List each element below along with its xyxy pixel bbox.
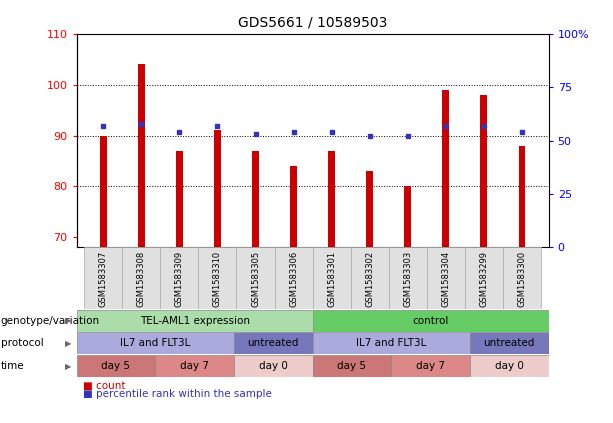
Bar [427,247,465,309]
Text: control: control [413,316,449,326]
Bar [77,310,313,332]
Bar [77,332,234,354]
Bar [481,95,487,247]
Bar [470,355,549,377]
Bar [328,151,335,247]
Text: GSM1583303: GSM1583303 [403,250,413,307]
Bar [100,135,107,247]
Bar [290,166,297,247]
Bar [161,247,199,309]
Text: GSM1583300: GSM1583300 [517,250,527,307]
Bar [234,332,313,354]
Text: TEL-AML1 expression: TEL-AML1 expression [140,316,249,326]
Bar [199,247,237,309]
Text: IL7 and FLT3L: IL7 and FLT3L [356,338,427,349]
Bar [351,247,389,309]
Bar [389,247,427,309]
Text: GSM1583310: GSM1583310 [213,250,222,307]
Text: day 7: day 7 [416,361,445,371]
Text: GSM1583304: GSM1583304 [441,250,451,307]
Bar [465,247,503,309]
Bar [313,310,549,332]
Bar [176,151,183,247]
Bar [519,146,525,247]
Bar [84,247,123,309]
Bar [405,187,411,247]
Title: GDS5661 / 10589503: GDS5661 / 10589503 [238,16,387,30]
Text: day 7: day 7 [180,361,209,371]
Bar [503,247,541,309]
Text: ■ percentile rank within the sample: ■ percentile rank within the sample [83,389,272,399]
Text: time: time [1,361,25,371]
Bar [123,247,161,309]
Bar [138,64,145,247]
Text: day 0: day 0 [259,361,287,371]
Text: GSM1583307: GSM1583307 [99,250,108,307]
Bar [275,247,313,309]
Bar [313,355,391,377]
Text: ■ count: ■ count [83,381,125,391]
Text: protocol: protocol [1,338,44,349]
Text: GSM1583301: GSM1583301 [327,250,336,307]
Text: day 5: day 5 [338,361,367,371]
Text: GSM1583309: GSM1583309 [175,250,184,307]
Bar [470,332,549,354]
Text: GSM1583302: GSM1583302 [365,250,374,307]
Text: untreated: untreated [248,338,299,349]
Text: IL7 and FLT3L: IL7 and FLT3L [120,338,191,349]
Bar [313,332,470,354]
Text: day 5: day 5 [102,361,131,371]
Text: day 0: day 0 [495,361,524,371]
Text: ▶: ▶ [65,316,72,325]
Bar [391,355,470,377]
Bar [77,355,155,377]
Bar [443,90,449,247]
Bar [214,130,221,247]
Text: GSM1583306: GSM1583306 [289,250,298,307]
Text: untreated: untreated [484,338,535,349]
Bar [313,247,351,309]
Text: ▶: ▶ [65,362,72,371]
Bar [155,355,234,377]
Bar [252,151,259,247]
Text: GSM1583308: GSM1583308 [137,250,146,307]
Text: genotype/variation: genotype/variation [1,316,100,326]
Text: GSM1583299: GSM1583299 [479,250,489,307]
Bar [367,171,373,247]
Text: ▶: ▶ [65,339,72,348]
Text: GSM1583305: GSM1583305 [251,250,260,307]
Bar [237,247,275,309]
Bar [234,355,313,377]
